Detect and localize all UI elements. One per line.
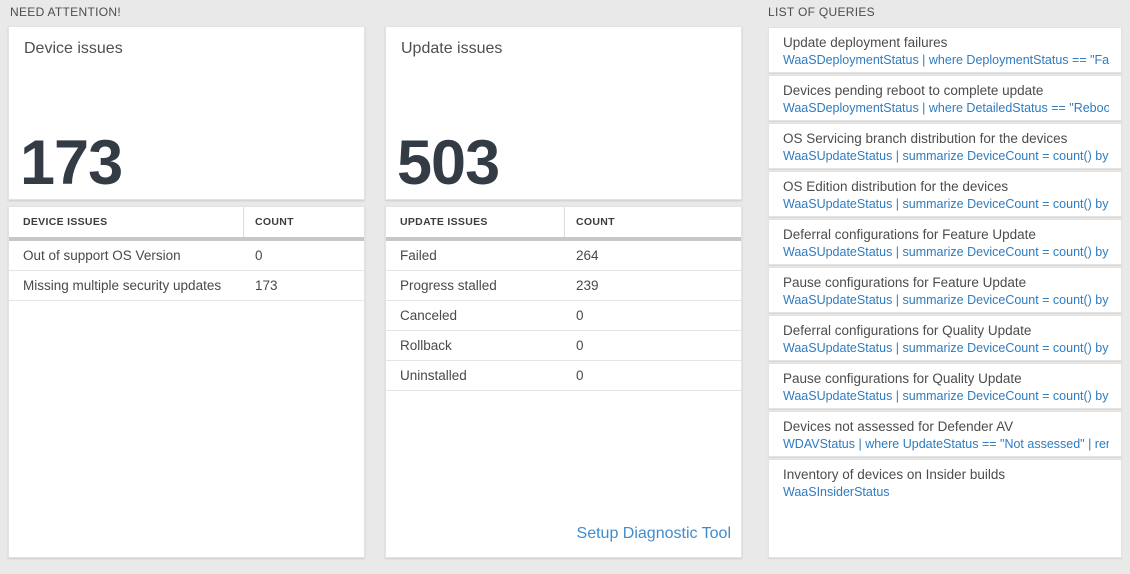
query-title: Pause configurations for Feature Update bbox=[783, 275, 1027, 290]
table-row[interactable]: Out of support OS Version 0 bbox=[9, 241, 364, 271]
query-text: WaaSDeploymentStatus | where DetailedSta… bbox=[783, 101, 1109, 115]
issue-name: Out of support OS Version bbox=[23, 248, 181, 263]
table-row[interactable]: Canceled 0 bbox=[386, 301, 741, 331]
query-title: OS Edition distribution for the devices bbox=[783, 179, 1009, 194]
header-divider-bar bbox=[9, 237, 364, 241]
query-item[interactable]: Devices pending reboot to complete updat… bbox=[768, 75, 1122, 121]
query-text: WaaSUpdateStatus | summarize DeviceCount… bbox=[783, 245, 1109, 259]
issue-name: Uninstalled bbox=[400, 368, 467, 383]
update-issues-count: 503 bbox=[397, 127, 500, 198]
update-issues-card: Update issues 503 UPDATE ISSUES COUNT Fa… bbox=[385, 26, 742, 558]
device-issues-table: DEVICE ISSUES COUNT Out of support OS Ve… bbox=[8, 206, 365, 558]
table-row[interactable]: Progress stalled 239 bbox=[386, 271, 741, 301]
query-text: WaaSDeploymentStatus | where DeploymentS… bbox=[783, 53, 1109, 67]
issue-name: Failed bbox=[400, 248, 437, 263]
query-item[interactable]: Devices not assessed for Defender AV WDA… bbox=[768, 411, 1122, 457]
query-item[interactable]: Deferral configurations for Quality Upda… bbox=[768, 315, 1122, 361]
query-item[interactable]: Inventory of devices on Insider builds W… bbox=[768, 459, 1122, 558]
issue-name: Canceled bbox=[400, 308, 458, 323]
issue-count: 173 bbox=[255, 278, 278, 293]
issue-count: 0 bbox=[576, 368, 584, 383]
query-text: WaaSUpdateStatus | summarize DeviceCount… bbox=[783, 197, 1109, 211]
device-issues-tile[interactable]: Device issues 173 bbox=[8, 26, 365, 200]
table-header-row: DEVICE ISSUES COUNT bbox=[9, 207, 364, 237]
query-item[interactable]: OS Edition distribution for the devices … bbox=[768, 171, 1122, 217]
query-title: Pause configurations for Quality Update bbox=[783, 371, 1022, 386]
query-title: Deferral configurations for Feature Upda… bbox=[783, 227, 1036, 242]
issue-count: 264 bbox=[576, 248, 599, 263]
query-title: Deferral configurations for Quality Upda… bbox=[783, 323, 1032, 338]
card-title: Update issues bbox=[401, 40, 503, 57]
device-issues-count: 173 bbox=[20, 127, 123, 198]
table-row[interactable]: Failed 264 bbox=[386, 241, 741, 271]
section-label-need-attention: NEED ATTENTION! bbox=[10, 5, 121, 19]
query-item[interactable]: Pause configurations for Quality Update … bbox=[768, 363, 1122, 409]
header-divider-bar bbox=[386, 237, 741, 241]
issue-name: Progress stalled bbox=[400, 278, 497, 293]
query-title: Devices pending reboot to complete updat… bbox=[783, 83, 1044, 98]
section-label-list-of-queries: LIST OF QUERIES bbox=[768, 5, 875, 19]
issue-count: 0 bbox=[576, 338, 584, 353]
column-header-device-issues: DEVICE ISSUES bbox=[9, 207, 244, 237]
device-issues-card: Device issues 173 DEVICE ISSUES COUNT Ou… bbox=[8, 26, 365, 558]
update-issues-tile[interactable]: Update issues 503 bbox=[385, 26, 742, 200]
table-header-row: UPDATE ISSUES COUNT bbox=[386, 207, 741, 237]
update-issues-table: UPDATE ISSUES COUNT Failed 264 Progress … bbox=[385, 206, 742, 558]
table-row[interactable]: Missing multiple security updates 173 bbox=[9, 271, 364, 301]
queries-list: Update deployment failures WaaSDeploymen… bbox=[768, 27, 1122, 558]
table-row[interactable]: Uninstalled 0 bbox=[386, 361, 741, 391]
query-text: WaaSInsiderStatus bbox=[783, 485, 890, 499]
query-text: WaaSUpdateStatus | summarize DeviceCount… bbox=[783, 341, 1109, 355]
table-row[interactable]: Rollback 0 bbox=[386, 331, 741, 361]
query-title: Inventory of devices on Insider builds bbox=[783, 467, 1006, 482]
query-text: WaaSUpdateStatus | summarize DeviceCount… bbox=[783, 389, 1109, 403]
issue-name: Missing multiple security updates bbox=[23, 278, 222, 293]
query-text: WaaSUpdateStatus | summarize DeviceCount… bbox=[783, 149, 1109, 163]
issue-count: 0 bbox=[576, 308, 584, 323]
query-text: WDAVStatus | where UpdateStatus == "Not … bbox=[783, 437, 1109, 451]
setup-diagnostic-tool-link[interactable]: Setup Diagnostic Tool bbox=[576, 525, 731, 542]
query-title: OS Servicing branch distribution for the… bbox=[783, 131, 1068, 146]
query-text: WaaSUpdateStatus | summarize DeviceCount… bbox=[783, 293, 1109, 307]
query-item[interactable]: OS Servicing branch distribution for the… bbox=[768, 123, 1122, 169]
query-title: Update deployment failures bbox=[783, 35, 948, 50]
column-header-count: COUNT bbox=[576, 216, 615, 228]
column-header-count: COUNT bbox=[255, 216, 294, 228]
query-item[interactable]: Deferral configurations for Feature Upda… bbox=[768, 219, 1122, 265]
issue-count: 0 bbox=[255, 248, 263, 263]
issue-count: 239 bbox=[576, 278, 599, 293]
query-title: Devices not assessed for Defender AV bbox=[783, 419, 1014, 434]
query-item[interactable]: Update deployment failures WaaSDeploymen… bbox=[768, 27, 1122, 73]
card-title: Device issues bbox=[24, 40, 123, 57]
column-header-update-issues: UPDATE ISSUES bbox=[386, 207, 565, 237]
issue-name: Rollback bbox=[400, 338, 452, 353]
query-item[interactable]: Pause configurations for Feature Update … bbox=[768, 267, 1122, 313]
table-footer: Setup Diagnostic Tool bbox=[386, 513, 741, 557]
